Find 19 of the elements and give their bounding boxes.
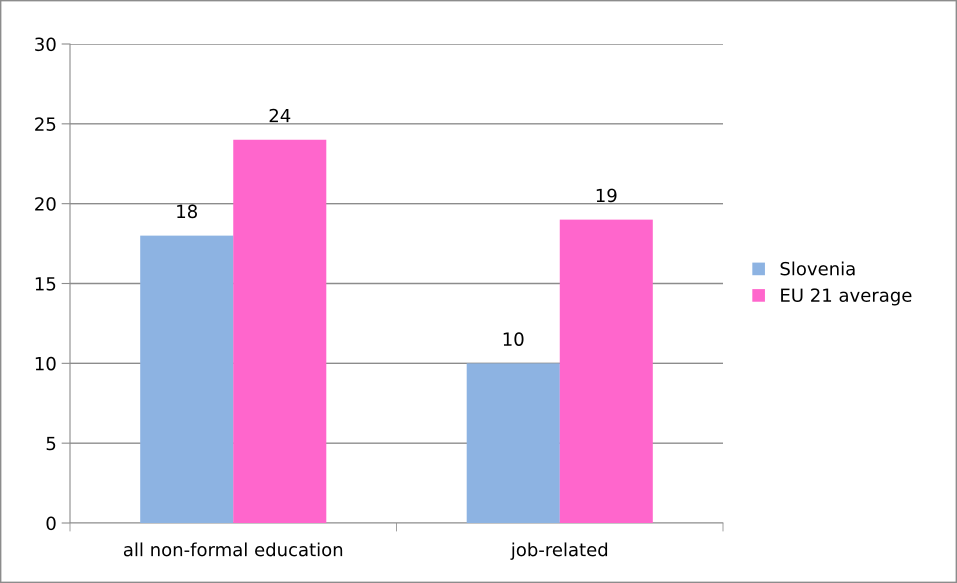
y-tick-label: 30 — [35, 37, 56, 52]
data-label: 24 — [270, 108, 290, 122]
legend-label: EU 21 average — [781, 288, 912, 306]
bar — [560, 220, 653, 523]
y-tick-label: 10 — [36, 356, 56, 370]
data-label: 18 — [177, 204, 197, 218]
legend-label: Slovenia — [780, 262, 855, 276]
y-tick-label: 0 — [46, 516, 56, 530]
y-tick-label: 5 — [46, 436, 56, 450]
y-tick-label: 25 — [35, 117, 56, 131]
x-tick-label: job-related — [510, 542, 608, 560]
bar — [140, 236, 234, 523]
y-tick-label: 20 — [35, 197, 56, 211]
data-label: 19 — [596, 188, 616, 202]
y-tick-label: 15 — [36, 277, 56, 291]
x-tick-label: all non-formal education — [124, 542, 342, 556]
data-label: 10 — [504, 332, 524, 346]
bar — [466, 363, 560, 523]
bar — [233, 140, 326, 523]
